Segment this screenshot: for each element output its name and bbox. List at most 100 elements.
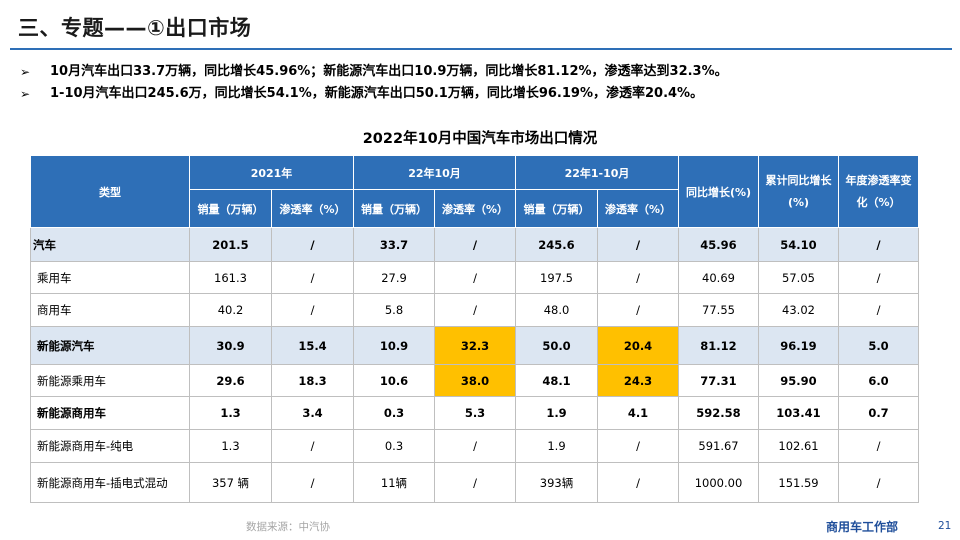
table-cell: 197.5 (515, 261, 598, 294)
table-cell: 1.3 (189, 396, 272, 430)
header-group-jan-oct: 22年1-10月 (515, 155, 679, 190)
table-cell: 201.5 (189, 227, 272, 262)
table-cell: / (434, 227, 516, 262)
table-cell: 40.69 (678, 261, 759, 294)
table-cell: 11辆 (353, 462, 435, 503)
page-title: 三、专题——①出口市场 (18, 16, 252, 40)
table-cell: / (838, 293, 919, 327)
arrow-bullet-icon: ➢ (20, 65, 31, 79)
header-penetration-change: 年度渗透率变化（%） (838, 155, 919, 228)
header-group-2021: 2021年 (189, 155, 354, 190)
table-cell: 50.0 (515, 326, 598, 365)
table-cell: / (597, 261, 679, 294)
table-cell: 1000.00 (678, 462, 759, 503)
table-cell: 151.59 (758, 462, 839, 503)
table-cell: / (271, 462, 354, 503)
table-cell: 103.41 (758, 396, 839, 430)
table-cell: 48.0 (515, 293, 598, 327)
table-cell: / (434, 462, 516, 503)
table-cell: 81.12 (678, 326, 759, 365)
table-cell: / (434, 429, 516, 463)
table-cell: 161.3 (189, 261, 272, 294)
table-cell: 592.58 (678, 396, 759, 430)
data-source: 数据来源：中汽协 (246, 521, 330, 533)
table-row: 新能源乘用车 29.6 18.3 10.6 38.0 48.1 24.3 77.31 95.90… (30, 364, 919, 397)
table-cell: 30.9 (189, 326, 272, 365)
table-cell: 10.6 (353, 364, 435, 397)
department-label: 商用车工作部 (826, 520, 899, 534)
header-sales: 销量（万辆） (515, 189, 598, 228)
title-divider (10, 48, 952, 50)
table-cell: 3.4 (271, 396, 354, 430)
table-cell: 0.7 (838, 396, 919, 430)
row-label: 新能源商用车 (30, 396, 190, 430)
table-row: 新能源商用车 1.3 3.4 0.3 5.3 1.9 4.1 592.58 103.41 0.7 (30, 396, 919, 430)
bullet-item: ➢ 1-10月汽车出口245.6万，同比增长54.1%，新能源汽车出口50.1万… (20, 83, 728, 105)
table-cell: 0.3 (353, 429, 435, 463)
table-cell: 77.55 (678, 293, 759, 327)
table-cell: / (838, 261, 919, 294)
table-cell: / (838, 227, 919, 262)
row-label: 汽车 (30, 227, 190, 262)
table-cell: / (838, 462, 919, 503)
table-cell: / (838, 429, 919, 463)
table-cell: 245.6 (515, 227, 598, 262)
table-title: 2022年10月中国汽车市场出口情况 (362, 131, 598, 147)
table-row: 商用车 40.2/5.8/48.0/77.55 43.02/ (30, 293, 919, 327)
table-cell: 95.90 (758, 364, 839, 397)
header-sales: 销量（万辆） (353, 189, 435, 228)
table-cell: 45.96 (678, 227, 759, 262)
table-cell: 33.7 (353, 227, 435, 262)
table-cell: 5.3 (434, 396, 516, 430)
row-label: 新能源商用车-纯电 (30, 429, 190, 463)
table-cell: 10.9 (353, 326, 435, 365)
table-cell: 1.3 (189, 429, 272, 463)
bullet-text: 10月汽车出口33.7万辆，同比增长45.96%；新能源汽车出口10.9万辆，同… (50, 64, 728, 79)
table-cell: 18.3 (271, 364, 354, 397)
table-cell: / (434, 261, 516, 294)
table-cell: 29.6 (189, 364, 272, 397)
row-label: 商用车 (30, 293, 190, 327)
highlighted-cell: 32.3 (434, 326, 516, 365)
table-cell: / (434, 293, 516, 327)
bullet-text: 1-10月汽车出口245.6万，同比增长54.1%，新能源汽车出口50.1万辆，… (50, 86, 704, 101)
table-cell: 1.9 (515, 429, 598, 463)
highlighted-cell: 38.0 (434, 364, 516, 397)
arrow-bullet-icon: ➢ (20, 87, 31, 101)
table-cell: / (271, 293, 354, 327)
table-cell: / (597, 429, 679, 463)
table-cell: 0.3 (353, 396, 435, 430)
table-cell: 40.2 (189, 293, 272, 327)
table-cell: 96.19 (758, 326, 839, 365)
table-row: 新能源商用车-纯电 1.3/0.3/1.9/591.67 102.61/ (30, 429, 919, 463)
header-penetration: 渗透率（%） (434, 189, 516, 228)
row-label: 乘用车 (30, 261, 190, 294)
header-group-oct: 22年10月 (353, 155, 516, 190)
table-cell: 54.10 (758, 227, 839, 262)
table-cell: 43.02 (758, 293, 839, 327)
bullet-item: ➢ 10月汽车出口33.7万辆，同比增长45.96%；新能源汽车出口10.9万辆… (20, 61, 728, 83)
table-cell: 357 辆 (189, 462, 272, 503)
table-cell: 27.9 (353, 261, 435, 294)
header-cum-yoy: 累计同比增长(%) (758, 155, 839, 228)
table-cell: 77.31 (678, 364, 759, 397)
table-cell: 393辆 (515, 462, 598, 503)
row-label: 新能源商用车-插电式混动 (30, 462, 190, 503)
header-penetration: 渗透率（%） (271, 189, 354, 228)
table-cell: 102.61 (758, 429, 839, 463)
row-label: 新能源汽车 (30, 326, 190, 365)
header-yoy: 同比增长(%) (678, 155, 759, 228)
table-row: 新能源汽车 30.9 15.4 10.9 32.3 50.0 20.4 81.12 96.19 5… (30, 326, 919, 365)
table-row: 新能源商用车-插电式混动 357 辆/11辆/393辆/1000.00 151.59… (30, 462, 919, 503)
summary-bullets: ➢ 10月汽车出口33.7万辆，同比增长45.96%；新能源汽车出口10.9万辆… (20, 61, 728, 105)
header-penetration: 渗透率（%） (597, 189, 679, 228)
header-type: 类型 (30, 155, 190, 228)
table-cell: 5.8 (353, 293, 435, 327)
table-cell: 5.0 (838, 326, 919, 365)
table-cell: / (271, 261, 354, 294)
table-cell: 4.1 (597, 396, 679, 430)
table-cell: 57.05 (758, 261, 839, 294)
table-cell: / (271, 429, 354, 463)
table-cell: / (597, 227, 679, 262)
header-sales: 销量（万辆） (189, 189, 272, 228)
